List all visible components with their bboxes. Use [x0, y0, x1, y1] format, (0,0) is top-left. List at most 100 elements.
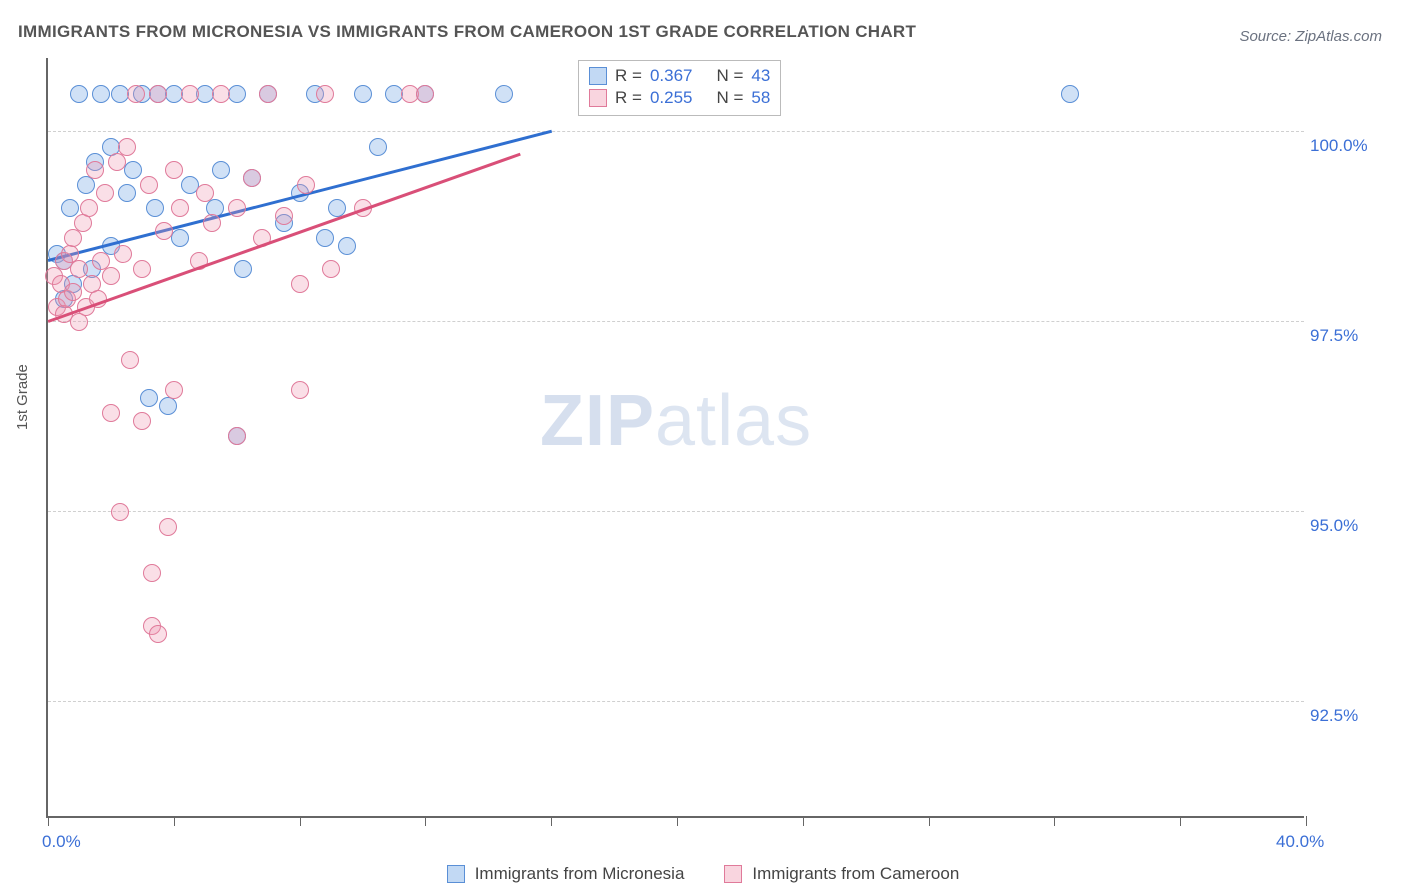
legend-row-b: R = 0.255 N = 58	[589, 87, 770, 109]
data-point	[143, 564, 161, 582]
y-tick-label: 100.0%	[1310, 136, 1386, 156]
data-point	[140, 389, 158, 407]
n-label: N =	[716, 88, 743, 108]
y-axis-label: 1st Grade	[14, 364, 31, 430]
gridline	[48, 701, 1304, 702]
data-point	[297, 176, 315, 194]
data-point	[495, 85, 513, 103]
data-point	[111, 503, 129, 521]
data-point	[86, 161, 104, 179]
r-value: 0.255	[650, 88, 693, 108]
legend-swatch-b	[724, 865, 742, 883]
data-point	[80, 199, 98, 217]
data-point	[275, 207, 293, 225]
data-point	[228, 427, 246, 445]
legend-row-a: R = 0.367 N = 43	[589, 65, 770, 87]
x-tick-label: 40.0%	[1276, 832, 1324, 852]
legend-swatch-a	[589, 67, 607, 85]
data-point	[70, 85, 88, 103]
chart-container: IMMIGRANTS FROM MICRONESIA VS IMMIGRANTS…	[0, 0, 1406, 892]
data-point	[228, 85, 246, 103]
data-point	[77, 176, 95, 194]
r-label: R =	[615, 88, 642, 108]
x-tick	[551, 816, 552, 826]
data-point	[155, 222, 173, 240]
data-point	[291, 275, 309, 293]
data-point	[322, 260, 340, 278]
data-point	[127, 85, 145, 103]
data-point	[118, 138, 136, 156]
correlation-legend: R = 0.367 N = 43 R = 0.255 N = 58	[578, 60, 781, 116]
y-tick-label: 95.0%	[1310, 516, 1386, 536]
watermark-rest: atlas	[655, 381, 812, 461]
legend-item-a: Immigrants from Micronesia	[447, 864, 685, 884]
data-point	[149, 85, 167, 103]
data-point	[102, 267, 120, 285]
source-label: Source: ZipAtlas.com	[1239, 28, 1382, 45]
gridline	[48, 511, 1304, 512]
r-label: R =	[615, 66, 642, 86]
data-point	[1061, 85, 1079, 103]
data-point	[171, 229, 189, 247]
x-tick	[425, 816, 426, 826]
data-point	[146, 199, 164, 217]
data-point	[203, 214, 221, 232]
data-point	[149, 625, 167, 643]
data-point	[140, 176, 158, 194]
gridline	[48, 131, 1304, 132]
n-value: 43	[751, 66, 770, 86]
data-point	[316, 229, 334, 247]
watermark: ZIPatlas	[540, 380, 812, 462]
data-point	[133, 260, 151, 278]
data-point	[234, 260, 252, 278]
legend-swatch-a	[447, 865, 465, 883]
y-tick-label: 92.5%	[1310, 706, 1386, 726]
x-tick	[1054, 816, 1055, 826]
data-point	[228, 199, 246, 217]
r-value: 0.367	[650, 66, 693, 86]
x-tick	[803, 816, 804, 826]
data-point	[124, 161, 142, 179]
legend-swatch-b	[589, 89, 607, 107]
chart-title: IMMIGRANTS FROM MICRONESIA VS IMMIGRANTS…	[18, 22, 916, 42]
data-point	[212, 85, 230, 103]
x-tick	[929, 816, 930, 826]
data-point	[291, 381, 309, 399]
data-point	[96, 184, 114, 202]
series-legend: Immigrants from Micronesia Immigrants fr…	[0, 864, 1406, 884]
data-point	[165, 161, 183, 179]
x-tick-label: 0.0%	[42, 832, 81, 852]
trend-line	[48, 152, 521, 322]
legend-label: Immigrants from Cameroon	[752, 864, 959, 884]
data-point	[354, 85, 372, 103]
legend-item-b: Immigrants from Cameroon	[724, 864, 959, 884]
y-tick-label: 97.5%	[1310, 326, 1386, 346]
data-point	[114, 245, 132, 263]
data-point	[416, 85, 434, 103]
data-point	[196, 184, 214, 202]
data-point	[118, 184, 136, 202]
data-point	[64, 229, 82, 247]
x-tick	[1180, 816, 1181, 826]
data-point	[159, 518, 177, 536]
n-label: N =	[716, 66, 743, 86]
gridline	[48, 321, 1304, 322]
x-tick	[677, 816, 678, 826]
data-point	[61, 199, 79, 217]
x-tick	[1306, 816, 1307, 826]
data-point	[181, 85, 199, 103]
data-point	[102, 404, 120, 422]
data-point	[92, 85, 110, 103]
data-point	[133, 412, 151, 430]
x-tick	[300, 816, 301, 826]
watermark-bold: ZIP	[540, 381, 655, 461]
data-point	[64, 283, 82, 301]
legend-label: Immigrants from Micronesia	[475, 864, 685, 884]
n-value: 58	[751, 88, 770, 108]
data-point	[108, 153, 126, 171]
data-point	[171, 199, 189, 217]
data-point	[121, 351, 139, 369]
data-point	[165, 381, 183, 399]
data-point	[338, 237, 356, 255]
data-point	[259, 85, 277, 103]
